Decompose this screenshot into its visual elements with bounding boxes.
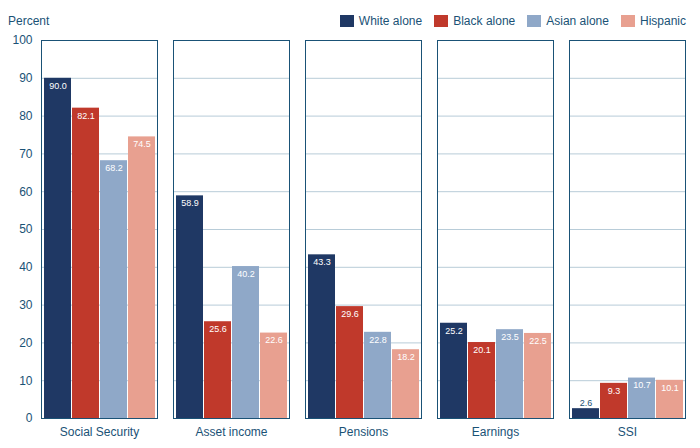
svg-text:Asset income: Asset income (195, 425, 267, 439)
svg-text:2.6: 2.6 (580, 398, 593, 408)
svg-text:50: 50 (19, 222, 33, 236)
svg-text:23.5: 23.5 (501, 332, 519, 342)
svg-text:25.6: 25.6 (209, 324, 227, 334)
svg-text:18.2: 18.2 (397, 352, 415, 362)
svg-text:22.6: 22.6 (265, 335, 283, 345)
svg-text:43.3: 43.3 (313, 257, 331, 267)
svg-text:80: 80 (19, 109, 33, 123)
svg-text:70: 70 (19, 147, 33, 161)
svg-text:100: 100 (12, 33, 32, 47)
html-text:Asian alone: Asian alone (546, 14, 609, 28)
svg-text:29.6: 29.6 (341, 309, 359, 319)
svg-text:60: 60 (19, 185, 33, 199)
svg-text:30: 30 (19, 298, 33, 312)
svg-text:9.3: 9.3 (608, 386, 621, 396)
svg-text:40.2: 40.2 (237, 269, 255, 279)
svg-text:82.1: 82.1 (77, 111, 95, 121)
svg-text:58.9: 58.9 (181, 198, 199, 208)
svg-text:Pensions: Pensions (339, 425, 388, 439)
html-text:Percent: Percent (8, 14, 50, 28)
svg-text:SSI: SSI (618, 425, 637, 439)
html-text:Hispanic: Hispanic (640, 14, 686, 28)
svg-text:10.1: 10.1 (661, 383, 679, 393)
svg-text:90.0: 90.0 (49, 81, 67, 91)
svg-text:10.7: 10.7 (633, 380, 651, 390)
html-text:White alone: White alone (358, 14, 423, 28)
svg-text:20.1: 20.1 (473, 345, 491, 355)
svg-text:90: 90 (19, 71, 33, 85)
svg-text:68.2: 68.2 (105, 163, 123, 173)
html-text:Black alone: Black alone (453, 14, 516, 28)
svg-text:40: 40 (19, 260, 33, 274)
svg-text:74.5: 74.5 (133, 139, 151, 149)
svg-text:0: 0 (26, 411, 33, 425)
svg-text:25.2: 25.2 (445, 326, 463, 336)
svg-text:Social Security: Social Security (60, 425, 139, 439)
svg-text:22.5: 22.5 (529, 336, 547, 346)
svg-text:Earnings: Earnings (472, 425, 519, 439)
svg-text:22.8: 22.8 (369, 335, 387, 345)
svg-text:10: 10 (19, 374, 33, 388)
svg-text:20: 20 (19, 336, 33, 350)
